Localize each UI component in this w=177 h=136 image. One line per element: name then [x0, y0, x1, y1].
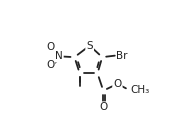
Text: O: O	[113, 79, 122, 89]
Text: Br: Br	[116, 51, 127, 61]
Text: O: O	[46, 42, 54, 52]
Text: N: N	[55, 51, 63, 61]
Text: S: S	[86, 41, 93, 51]
Text: CH₃: CH₃	[130, 85, 149, 95]
Text: O: O	[99, 102, 107, 112]
Text: O: O	[46, 60, 54, 70]
